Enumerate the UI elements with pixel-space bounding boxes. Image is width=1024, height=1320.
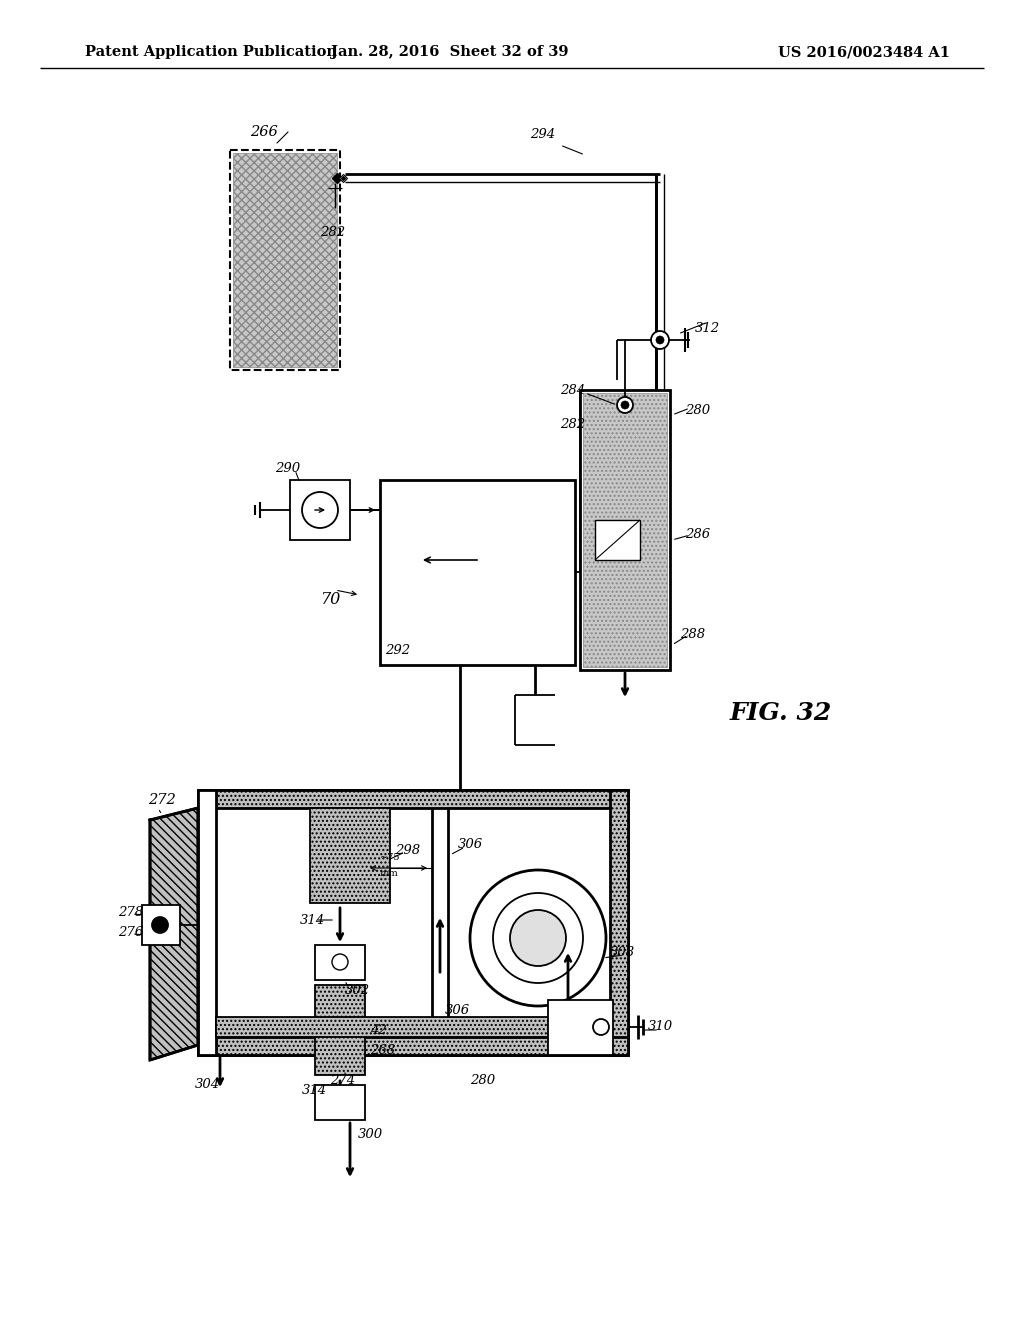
Text: 306: 306 (445, 1003, 470, 1016)
Circle shape (593, 1019, 609, 1035)
Text: mm: mm (380, 869, 398, 878)
Bar (216, 1016, 610, 1038)
Text: 70: 70 (319, 591, 340, 609)
Circle shape (332, 954, 348, 970)
Text: 302: 302 (345, 983, 370, 997)
Text: 312: 312 (695, 322, 720, 334)
Text: 266: 266 (250, 125, 278, 139)
Text: 282: 282 (560, 418, 585, 432)
Text: 294: 294 (530, 128, 555, 141)
Text: 292: 292 (385, 644, 411, 656)
Text: 304: 304 (195, 1078, 220, 1092)
Text: 314: 314 (302, 1084, 327, 1097)
Text: 288: 288 (680, 628, 706, 642)
Text: 268: 268 (370, 1044, 395, 1056)
Text: 274: 274 (330, 1073, 355, 1086)
Circle shape (302, 492, 338, 528)
Bar (315, 985, 365, 1074)
Bar (580, 389, 670, 671)
Bar (142, 906, 180, 945)
Text: FIG. 32: FIG. 32 (730, 701, 833, 725)
Text: 272: 272 (148, 793, 176, 807)
Circle shape (510, 909, 566, 966)
Circle shape (470, 870, 606, 1006)
Polygon shape (150, 808, 198, 1060)
Text: 284: 284 (560, 384, 585, 396)
Bar (290, 480, 350, 540)
Bar (595, 520, 640, 560)
Bar (380, 480, 575, 665)
Bar (610, 789, 628, 1055)
Text: US 2016/0023484 A1: US 2016/0023484 A1 (778, 45, 950, 59)
Text: 310: 310 (648, 1020, 673, 1034)
Text: 276: 276 (118, 925, 143, 939)
Text: 42: 42 (370, 1023, 387, 1036)
Text: 314: 314 (300, 913, 326, 927)
Text: Patent Application Publication: Patent Application Publication (85, 45, 337, 59)
Text: 290: 290 (275, 462, 300, 474)
Circle shape (152, 917, 168, 933)
Text: 306: 306 (458, 838, 483, 851)
Bar (315, 945, 365, 979)
Text: 286: 286 (685, 528, 710, 541)
Text: 308: 308 (610, 946, 635, 960)
Text: 300: 300 (358, 1129, 383, 1142)
Circle shape (493, 894, 583, 983)
Bar (230, 150, 340, 370)
Circle shape (656, 337, 664, 345)
Bar (233, 153, 337, 367)
Text: 278: 278 (118, 906, 143, 919)
Bar (315, 1085, 365, 1119)
Bar (198, 1038, 628, 1055)
Bar (548, 1001, 613, 1055)
Circle shape (621, 401, 629, 409)
Bar (198, 789, 216, 1055)
Text: Jan. 28, 2016  Sheet 32 of 39: Jan. 28, 2016 Sheet 32 of 39 (331, 45, 568, 59)
Text: 280: 280 (470, 1073, 496, 1086)
Text: 298: 298 (395, 843, 420, 857)
Circle shape (651, 331, 669, 348)
Text: 282: 282 (319, 227, 345, 239)
Bar (310, 808, 390, 903)
Bar (198, 789, 628, 808)
Bar (583, 393, 667, 667)
Text: ~75: ~75 (380, 854, 400, 862)
Circle shape (617, 397, 633, 413)
Text: 280: 280 (685, 404, 710, 417)
